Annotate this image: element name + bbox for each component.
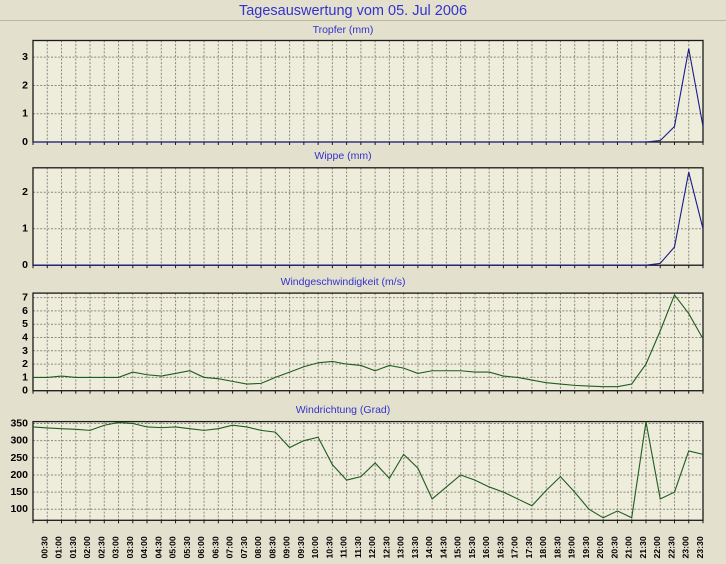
svg-text:05:00: 05:00: [168, 536, 178, 558]
svg-text:300: 300: [10, 435, 28, 447]
svg-text:06:00: 06:00: [196, 536, 206, 558]
svg-text:09:00: 09:00: [282, 536, 292, 558]
svg-text:18:00: 18:00: [538, 536, 548, 558]
svg-text:03:00: 03:00: [111, 536, 121, 558]
svg-text:03:30: 03:30: [125, 536, 135, 558]
svg-text:21:30: 21:30: [638, 536, 648, 558]
svg-text:16:00: 16:00: [481, 536, 491, 558]
svg-text:14:00: 14:00: [424, 536, 434, 558]
svg-text:15:00: 15:00: [453, 536, 463, 558]
svg-text:01:00: 01:00: [54, 536, 64, 558]
svg-text:09:30: 09:30: [296, 536, 306, 558]
svg-text:05:30: 05:30: [182, 536, 192, 558]
svg-text:19:30: 19:30: [581, 536, 591, 558]
svg-text:10:30: 10:30: [324, 536, 334, 558]
svg-text:150: 150: [10, 486, 28, 498]
svg-text:22:00: 22:00: [652, 536, 662, 558]
svg-text:16:30: 16:30: [495, 536, 505, 558]
svg-text:14:30: 14:30: [438, 536, 448, 558]
svg-text:02:00: 02:00: [82, 536, 92, 558]
svg-text:00:30: 00:30: [39, 536, 49, 558]
svg-text:08:00: 08:00: [253, 536, 263, 558]
svg-text:15:30: 15:30: [467, 536, 477, 558]
svg-text:02:30: 02:30: [96, 536, 106, 558]
svg-text:19:00: 19:00: [567, 536, 577, 558]
svg-text:22:30: 22:30: [666, 536, 676, 558]
svg-text:08:30: 08:30: [267, 536, 277, 558]
svg-text:20:30: 20:30: [609, 536, 619, 558]
svg-text:12:00: 12:00: [367, 536, 377, 558]
svg-text:01:30: 01:30: [68, 536, 78, 558]
svg-text:04:00: 04:00: [139, 536, 149, 558]
svg-text:07:00: 07:00: [225, 536, 235, 558]
svg-text:13:30: 13:30: [410, 536, 420, 558]
svg-text:17:30: 17:30: [524, 536, 534, 558]
svg-text:250: 250: [10, 452, 28, 464]
svg-text:11:30: 11:30: [353, 536, 363, 558]
svg-text:21:00: 21:00: [624, 536, 634, 558]
svg-text:07:30: 07:30: [239, 536, 249, 558]
svg-text:23:00: 23:00: [681, 536, 691, 558]
svg-text:20:00: 20:00: [595, 536, 605, 558]
svg-text:06:30: 06:30: [210, 536, 220, 558]
svg-text:18:30: 18:30: [552, 536, 562, 558]
svg-text:350: 350: [10, 418, 28, 430]
svg-text:200: 200: [10, 469, 28, 481]
svg-text:23:30: 23:30: [695, 536, 705, 558]
svg-text:17:00: 17:00: [510, 536, 520, 558]
svg-text:12:30: 12:30: [381, 536, 391, 558]
svg-text:13:00: 13:00: [396, 536, 406, 558]
svg-text:11:00: 11:00: [339, 536, 349, 558]
svg-text:04:30: 04:30: [153, 536, 163, 558]
svg-text:10:00: 10:00: [310, 536, 320, 558]
svg-text:100: 100: [10, 503, 28, 515]
